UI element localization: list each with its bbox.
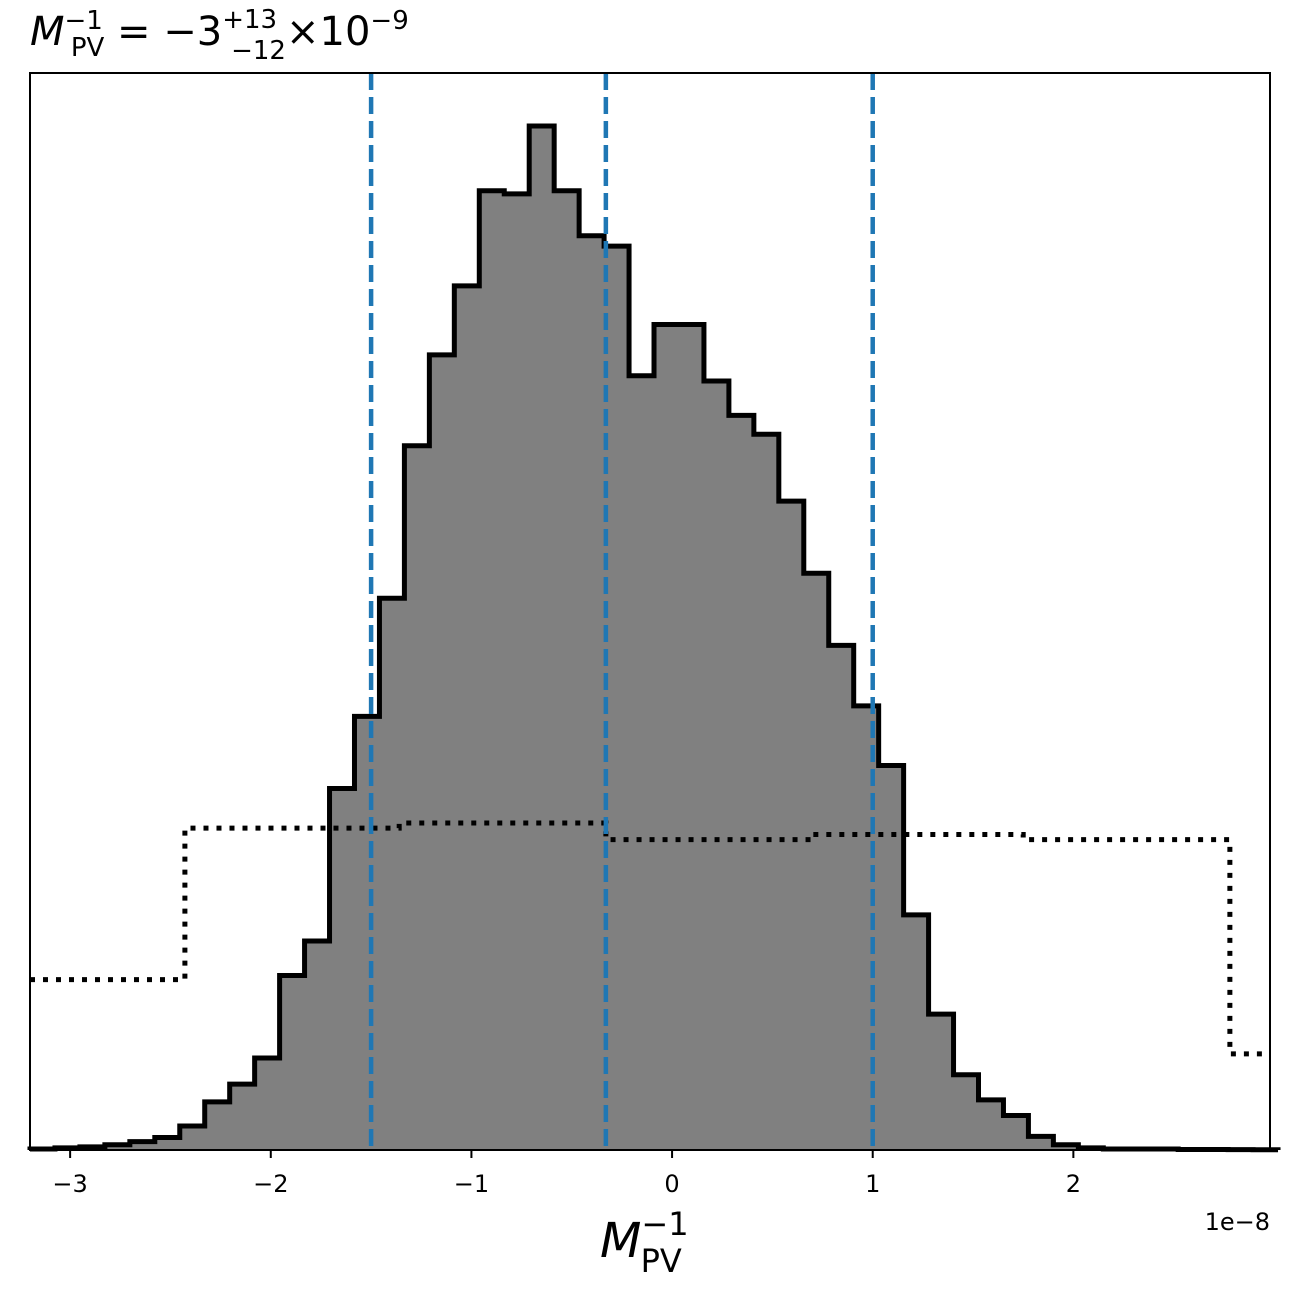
posterior-bar	[853, 705, 880, 1150]
posterior-bar	[629, 375, 655, 1151]
posterior-bar	[753, 434, 780, 1151]
posterior-bar	[978, 1099, 1004, 1150]
posterior-bar	[229, 1084, 256, 1150]
posterior-bar	[953, 1074, 979, 1150]
posterior-bar	[379, 598, 405, 1150]
posterior-bar	[728, 415, 755, 1150]
title-var-sup: −1	[65, 6, 103, 36]
posterior-outline	[27, 123, 1281, 1153]
xlabel-var: M	[600, 1213, 641, 1269]
posterior-bar	[429, 354, 455, 1150]
title-tail-sup: −9	[370, 6, 408, 36]
posterior-bar	[654, 324, 680, 1150]
x-tick-label: −3	[52, 1170, 87, 1198]
posterior-bar	[803, 573, 830, 1150]
x-offset-label: 1e−8	[1205, 1208, 1270, 1236]
posterior-bar	[179, 1125, 206, 1150]
x-tick-label: −2	[253, 1170, 288, 1198]
x-ticks: −3 −2 −1 0 1 2	[52, 1150, 1081, 1198]
x-axis-label: M−1 PV	[600, 1205, 689, 1280]
x-tick-label: 2	[1066, 1170, 1081, 1198]
posterior-bar	[479, 190, 505, 1150]
title-sup: +13	[222, 5, 277, 35]
posterior-bar	[129, 1141, 156, 1150]
posterior-bar	[554, 190, 580, 1150]
posterior-bar	[778, 501, 805, 1150]
posterior-bar	[1053, 1144, 1079, 1150]
title-tail: ×10	[286, 9, 370, 55]
posterior-bar	[579, 235, 605, 1150]
posterior-bar	[254, 1058, 281, 1150]
axes-frame	[29, 72, 1271, 1151]
plot-area	[27, 73, 1281, 1153]
posterior-bar	[1028, 1136, 1054, 1150]
x-tick-label: −1	[454, 1170, 489, 1198]
posterior-bar	[329, 788, 355, 1150]
posterior-bar	[903, 914, 930, 1150]
posterior-bar	[204, 1101, 231, 1150]
svg-text:M−1PV = −3+13−12×10−9: M−1 PV = −3+13 −12×10−9	[30, 5, 409, 66]
x-tick-label: 1	[865, 1170, 880, 1198]
posterior-bar	[404, 445, 430, 1150]
posterior-bar	[454, 285, 480, 1150]
posterior-bar	[529, 126, 555, 1150]
title-eq: = −3	[104, 9, 222, 55]
posterior-bar	[279, 975, 306, 1150]
posterior-bar	[928, 1014, 955, 1150]
posterior-bar	[154, 1137, 181, 1150]
posterior-bar	[304, 941, 331, 1150]
posterior-bar	[354, 716, 380, 1150]
posterior-bar	[878, 765, 905, 1150]
title-var: M	[30, 9, 65, 55]
xlabel-sup: −1	[641, 1205, 688, 1243]
xlabel-sub: PV	[641, 1242, 682, 1280]
title-var-sub: PV	[71, 33, 105, 63]
prior-outline	[30, 820, 1270, 1057]
posterior-bar	[828, 645, 855, 1150]
title-sub: −12	[231, 36, 286, 66]
posterior-bar	[703, 380, 730, 1151]
posterior-bar	[104, 1144, 131, 1150]
x-tick-label: 0	[664, 1170, 679, 1198]
svg-text:M−1PV: M−1 PV	[600, 1205, 689, 1280]
chart-title: M−1 PV = −3+13 −12×10−9	[30, 5, 409, 66]
posterior-bar	[604, 246, 630, 1150]
posterior-bar	[678, 324, 705, 1150]
posterior-bar	[1003, 1115, 1029, 1150]
posterior-bar	[504, 193, 530, 1151]
